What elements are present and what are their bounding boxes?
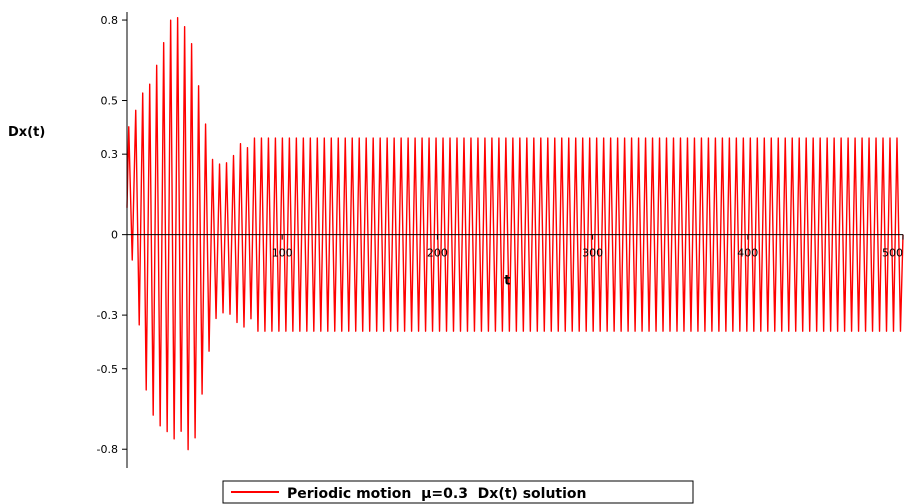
y-tick-label: -0.8 bbox=[97, 443, 118, 456]
y-axis-title: Dx(t) bbox=[8, 125, 45, 140]
y-axis-ticks: 0.8 0.5 0.3 0 -0.3 -0.5 -0.8 bbox=[97, 14, 127, 456]
y-tick-label: 0 bbox=[111, 229, 118, 242]
legend: Periodic motion μ=0.3 Dx(t) solution bbox=[222, 480, 694, 504]
x-tick-label: 400 bbox=[737, 247, 758, 260]
x-tick-label: 200 bbox=[427, 247, 448, 260]
y-tick-label: -0.3 bbox=[97, 309, 118, 322]
x-tick-label: 100 bbox=[272, 247, 293, 260]
x-axis-ticks: 100 200 300 400 500 bbox=[272, 234, 904, 260]
x-tick-label: 300 bbox=[582, 247, 603, 260]
axes bbox=[126, 12, 903, 468]
legend-box bbox=[222, 480, 694, 504]
y-tick-label: 0.8 bbox=[101, 14, 119, 27]
legend-label: Periodic motion μ=0.3 Dx(t) solution bbox=[287, 486, 587, 502]
plot-area bbox=[126, 17, 904, 451]
series-line bbox=[126, 17, 904, 451]
x-axis-title: t bbox=[504, 274, 510, 289]
y-tick-label: 0.3 bbox=[101, 148, 119, 161]
y-tick-label: 0.5 bbox=[101, 95, 119, 108]
x-tick-label: 500 bbox=[882, 247, 903, 260]
y-tick-label: -0.5 bbox=[97, 363, 118, 376]
